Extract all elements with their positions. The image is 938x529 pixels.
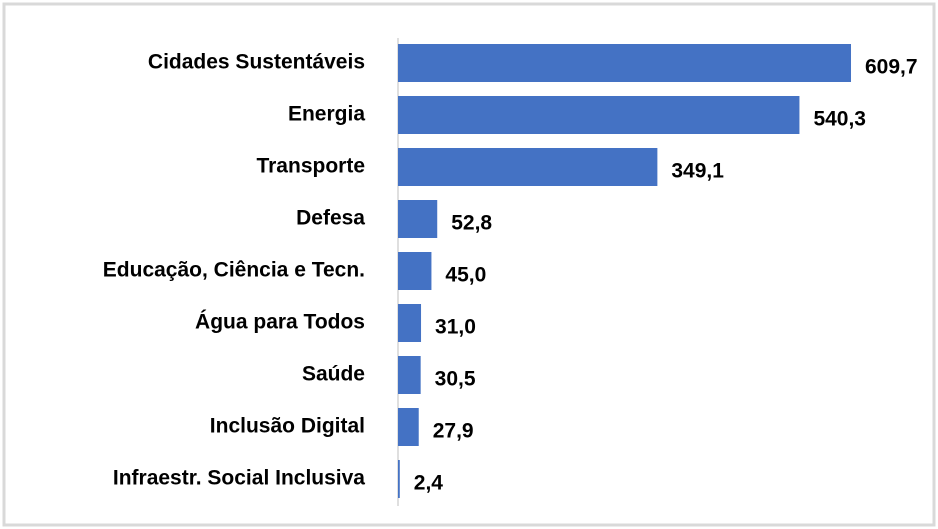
value-label: 30,5 (435, 368, 476, 391)
bar (398, 460, 400, 498)
category-label: Cidades Sustentáveis (148, 51, 365, 74)
bar (398, 304, 422, 342)
value-label: 31,0 (435, 316, 476, 339)
value-label: 349,1 (671, 160, 724, 183)
value-label: 540,3 (813, 108, 866, 131)
bar (398, 200, 438, 238)
category-label: Defesa (296, 207, 365, 230)
category-label: Inclusão Digital (210, 415, 365, 438)
bar (398, 408, 419, 446)
category-label: Transporte (256, 155, 365, 178)
value-label: 52,8 (451, 212, 492, 235)
value-label: 45,0 (445, 264, 486, 287)
category-label: Educação, Ciência e Tecn. (103, 259, 365, 282)
bar (398, 148, 658, 186)
value-label: 2,4 (414, 472, 444, 495)
bar (398, 44, 852, 82)
bar (398, 96, 800, 134)
category-label: Água para Todos (195, 311, 365, 334)
value-label: 27,9 (433, 420, 474, 443)
category-label: Infraestr. Social Inclusiva (113, 467, 365, 490)
category-label: Energia (288, 103, 365, 126)
bar (398, 356, 421, 394)
category-label: Saúde (302, 363, 365, 386)
bar (398, 252, 432, 290)
value-label: 609,7 (865, 56, 918, 79)
